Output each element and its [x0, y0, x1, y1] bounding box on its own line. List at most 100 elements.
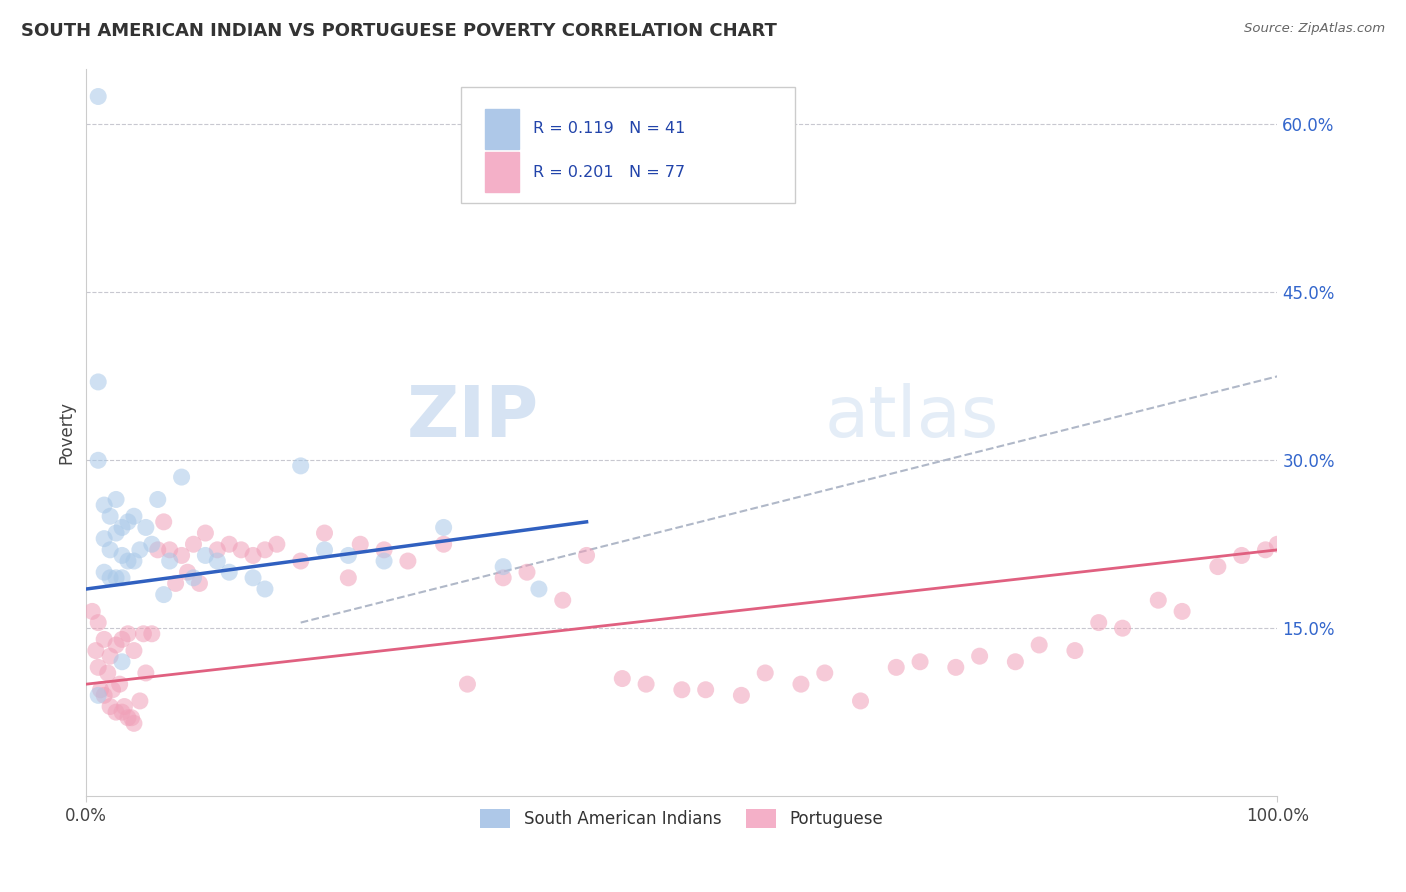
Point [314, 526, 336, 541]
Point [337, 549, 360, 563]
Point [111, 655, 134, 669]
Text: Source: ZipAtlas.com: Source: ZipAtlas.com [1244, 22, 1385, 36]
Point [128, 542, 150, 557]
Point [527, 582, 550, 596]
Point [111, 520, 134, 534]
Point [122, 509, 145, 524]
Point [122, 716, 145, 731]
Point [93, 566, 115, 580]
Point [98, 571, 121, 585]
Point [135, 520, 157, 534]
Point [87, 615, 110, 630]
Point [207, 554, 229, 568]
Point [945, 660, 967, 674]
Point [671, 682, 693, 697]
Point [253, 542, 276, 557]
Point [849, 694, 872, 708]
Point [122, 554, 145, 568]
Text: R = 0.201   N = 77: R = 0.201 N = 77 [533, 165, 685, 179]
Point [183, 571, 205, 585]
Point [176, 566, 198, 580]
Point [1267, 537, 1289, 551]
Point [98, 509, 121, 524]
Point [108, 677, 131, 691]
Point [396, 554, 419, 568]
Point [98, 699, 121, 714]
Point [146, 492, 169, 507]
Point [82, 604, 104, 618]
Text: SOUTH AMERICAN INDIAN VS PORTUGUESE POVERTY CORRELATION CHART: SOUTH AMERICAN INDIAN VS PORTUGUESE POVE… [21, 22, 778, 40]
Point [218, 566, 240, 580]
Point [87, 660, 110, 674]
Point [1064, 643, 1087, 657]
Point [314, 542, 336, 557]
Point [194, 549, 217, 563]
Point [1028, 638, 1050, 652]
Point [93, 498, 115, 512]
Point [636, 677, 658, 691]
Text: R = 0.119   N = 41: R = 0.119 N = 41 [533, 121, 685, 136]
Point [908, 655, 931, 669]
Point [242, 571, 264, 585]
Point [790, 677, 813, 691]
Point [290, 458, 312, 473]
Point [111, 549, 134, 563]
Point [87, 689, 110, 703]
Point [93, 632, 115, 647]
Point [551, 593, 574, 607]
Point [492, 559, 515, 574]
Point [730, 689, 752, 703]
Point [87, 89, 110, 103]
Point [105, 492, 128, 507]
Point [105, 638, 128, 652]
Point [159, 554, 181, 568]
Point [121, 711, 143, 725]
Point [1004, 655, 1026, 669]
Point [170, 470, 193, 484]
FancyBboxPatch shape [461, 87, 794, 203]
Point [97, 665, 120, 680]
Y-axis label: Poverty: Poverty [58, 401, 75, 464]
Point [754, 665, 776, 680]
Point [84, 643, 107, 657]
Point [1254, 542, 1277, 557]
Point [105, 571, 128, 585]
Point [152, 515, 174, 529]
Point [207, 542, 229, 557]
Point [1171, 604, 1194, 618]
Point [1147, 593, 1170, 607]
Point [128, 694, 150, 708]
Point [87, 453, 110, 467]
Point [194, 526, 217, 541]
Point [87, 375, 110, 389]
Point [135, 665, 157, 680]
Point [152, 588, 174, 602]
Point [373, 542, 395, 557]
Point [141, 627, 163, 641]
Point [516, 566, 538, 580]
Point [111, 632, 134, 647]
Point [612, 672, 634, 686]
Point [969, 649, 991, 664]
Point [231, 542, 253, 557]
Point [111, 705, 134, 719]
Point [253, 582, 276, 596]
Point [93, 532, 115, 546]
Point [98, 542, 121, 557]
Point [165, 576, 187, 591]
Point [266, 537, 288, 551]
Point [814, 665, 837, 680]
Point [117, 554, 139, 568]
Point [1111, 621, 1133, 635]
Point [188, 576, 211, 591]
Point [492, 571, 515, 585]
Point [1087, 615, 1109, 630]
Point [146, 542, 169, 557]
Point [159, 542, 181, 557]
Point [141, 537, 163, 551]
Point [98, 649, 121, 664]
Point [117, 711, 139, 725]
Point [117, 627, 139, 641]
Point [290, 554, 312, 568]
Point [132, 627, 155, 641]
